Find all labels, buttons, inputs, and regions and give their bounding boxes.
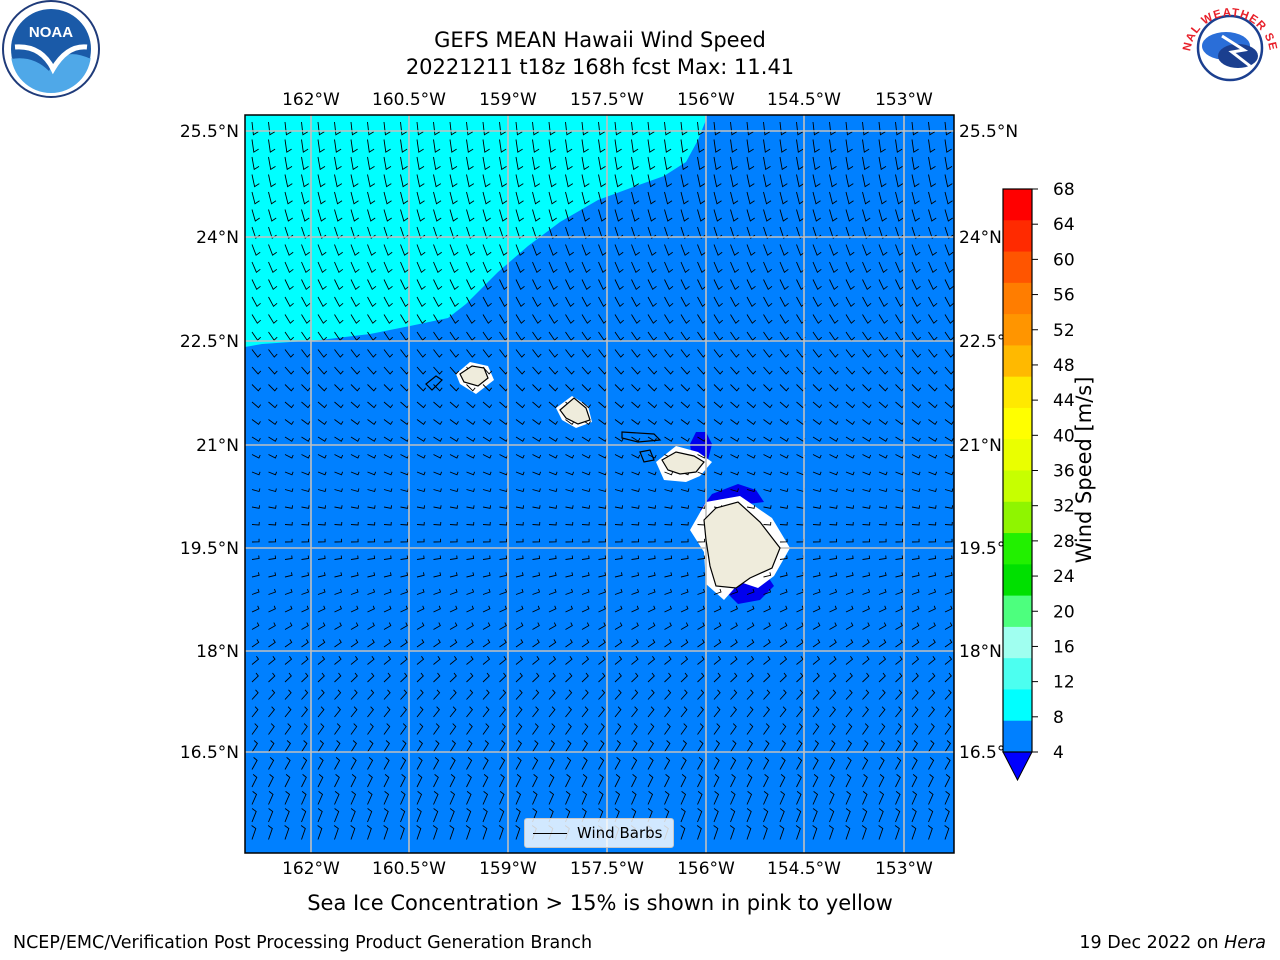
island-lanai: [639, 449, 655, 463]
wind-barbs: [251, 121, 954, 840]
colorbar-swatch: [1003, 533, 1032, 565]
colorbar-tick-label: 64: [1053, 215, 1075, 235]
colorbar-tick-label: 20: [1053, 602, 1075, 622]
lon-tick-label: 156°W: [677, 90, 735, 110]
lon-tick-label: 159°W: [479, 859, 537, 879]
lat-tick-label: 25.5°N: [180, 122, 239, 142]
lat-tick-label-right: 25.5°N: [959, 122, 1018, 142]
island-niihau: [425, 375, 443, 391]
footer-machine: Hera: [1224, 933, 1266, 953]
island-oahu: [559, 397, 591, 425]
colorbar-tick-label: 68: [1053, 180, 1075, 200]
lon-tick-label: 157.5°W: [570, 859, 644, 879]
legend-line-swatch: [533, 832, 567, 834]
colorbar-swatch: [1003, 314, 1032, 346]
wind-speed-8-12-region: [245, 115, 706, 347]
lon-tick-label: 160.5°W: [372, 859, 446, 879]
map-frame: [244, 114, 955, 854]
colorbar-swatch: [1003, 595, 1032, 628]
footer-credit: NCEP/EMC/Verification Post Processing Pr…: [13, 933, 593, 953]
lat-tick-label: 22.5°N: [180, 332, 239, 352]
lat-tick-label: 16.5°N: [180, 743, 239, 763]
colorbar-tick-label: 28: [1053, 532, 1075, 552]
lon-tick-label: 157.5°W: [570, 90, 644, 110]
colorbar-swatch: [1003, 376, 1032, 409]
colorbar-under-arrow: [1002, 751, 1033, 782]
footer-date-text: 19 Dec 2022 on: [1079, 933, 1219, 953]
lat-tick-label: 18°N: [196, 642, 239, 662]
colorbar-label: Wind Speed [m/s]: [1072, 376, 1096, 564]
lat-tick-label-right: 21°N: [959, 436, 1002, 456]
sea-ice-note: Sea Ice Concentration > 15% is shown in …: [0, 891, 1280, 915]
colorbar-tick-label: 8: [1053, 708, 1064, 728]
noaa-logo: NOAA: [2, 0, 100, 98]
colorbar-swatch: [1003, 626, 1032, 659]
footer-date: 19 Dec 2022 on Hera: [1079, 933, 1266, 953]
colorbar-swatch: [1003, 251, 1032, 284]
colorbar-swatch: [1003, 439, 1032, 471]
colorbar-tick-label: 52: [1053, 321, 1075, 341]
lat-tick-label: 24°N: [196, 228, 239, 248]
lat-tick-label-right: 18°N: [959, 642, 1002, 662]
svg-text:NOAA: NOAA: [29, 24, 73, 41]
lon-tick-label: 154.5°W: [767, 859, 841, 879]
lat-tick-label: 19.5°N: [180, 539, 239, 559]
colorbar-swatch: [1003, 658, 1032, 690]
colorbar-tick-label: 4: [1053, 743, 1064, 763]
colorbar-tick-label: 60: [1053, 250, 1075, 270]
lat-tick-label: 21°N: [196, 436, 239, 456]
colorbar-swatch: [1003, 407, 1032, 440]
forecast-subtitle: 20221211 t18z 168h fcst Max: 11.41: [405, 55, 795, 79]
colorbar-swatch: [1003, 345, 1032, 378]
colorbar-swatch: [1003, 220, 1032, 253]
colorbar-swatch: [1003, 720, 1032, 753]
map-title: GEFS MEAN Hawaii Wind Speed: [434, 28, 766, 52]
colorbar-swatch: [1003, 189, 1032, 221]
lon-labels-bottom: 162°W 160.5°W 159°W 157.5°W 156°W 154.5°W 153°…: [282, 859, 933, 879]
map-area: [245, 115, 954, 853]
island-big-island: [703, 501, 781, 589]
lon-tick-label: 160.5°W: [372, 90, 446, 110]
island-molokai: [621, 431, 662, 443]
colorbar-tick-label: 40: [1053, 426, 1075, 446]
nws-logo: NATIONAL WEATHER SERVICE: [1181, 1, 1278, 95]
colorbar-tick-label: 44: [1053, 391, 1075, 411]
lat-tick-label-right: 24°N: [959, 228, 1002, 248]
legend-label: Wind Barbs: [577, 824, 663, 842]
colorbar-tick-label: 16: [1053, 637, 1075, 657]
colorbar-swatch: [1003, 564, 1032, 597]
colorbar-swatch: [1003, 282, 1032, 315]
legend: Wind Barbs: [524, 818, 674, 848]
lon-tick-label: 153°W: [875, 859, 933, 879]
lon-labels-top: 162°W 160.5°W 159°W 157.5°W 156°W 154.5°W 153°…: [282, 90, 933, 110]
colorbar-tick-label: 12: [1053, 673, 1075, 693]
colorbar-tick-label: 36: [1053, 462, 1075, 482]
lat-labels-left: 25.5°N 24°N 22.5°N 21°N 19.5°N 18°N 16.5°N: [180, 122, 239, 763]
island-kauai: [459, 365, 489, 387]
colorbar-tick-label: 48: [1053, 356, 1075, 376]
graticule: [245, 115, 954, 853]
lon-tick-label: 159°W: [479, 90, 537, 110]
colorbar-tick-label: 24: [1053, 567, 1075, 587]
sea-ice-note-text: Sea Ice Concentration > 15% is shown in …: [307, 891, 893, 915]
lon-tick-label: 154.5°W: [767, 90, 841, 110]
colorbar-tick-label: 32: [1053, 497, 1075, 517]
lon-tick-label: 162°W: [282, 859, 340, 879]
lon-tick-label: 162°W: [282, 90, 340, 110]
island-maui: [661, 451, 705, 475]
colorbar: 68 64 60 56 52 48 44 40 36 32 28 24 20 16 12 8 4: [1002, 180, 1075, 782]
lon-tick-label: 153°W: [875, 90, 933, 110]
colorbar-swatch: [1003, 470, 1032, 503]
lon-tick-label: 156°W: [677, 859, 735, 879]
colorbar-swatch: [1003, 689, 1032, 722]
colorbar-swatch: [1003, 501, 1032, 534]
colorbar-tick-label: 56: [1053, 286, 1075, 306]
islands: [425, 365, 781, 589]
